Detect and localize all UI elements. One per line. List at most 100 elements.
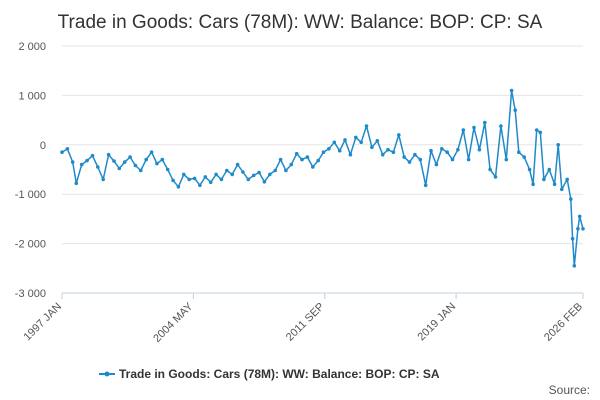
data-point[interactable] [70,160,75,164]
data-point[interactable] [348,152,353,157]
data-point[interactable] [278,157,283,162]
data-point[interactable] [96,165,100,169]
data-point[interactable] [370,145,374,150]
data-point[interactable] [182,172,186,177]
data-point[interactable] [117,166,122,171]
data-point[interactable] [133,163,138,168]
data-point[interactable] [440,147,444,151]
data-point[interactable] [570,236,575,241]
data-point[interactable] [542,177,546,182]
data-point[interactable] [354,135,358,140]
data-point[interactable] [289,162,294,167]
data-point[interactable] [284,168,288,173]
data-point[interactable] [90,153,95,158]
data-point[interactable] [101,177,105,182]
data-point[interactable] [483,120,487,125]
data-point[interactable] [300,157,304,162]
data-point[interactable] [499,124,503,128]
data-point[interactable] [65,147,70,151]
data-point[interactable] [450,157,455,162]
data-point[interactable] [192,176,197,181]
legend[interactable]: Trade in Goods: Cars (78M): WW: Balance:… [99,367,440,381]
data-point[interactable] [165,167,170,172]
data-point[interactable] [488,167,492,172]
data-point[interactable] [576,227,580,231]
data-point[interactable] [203,175,208,179]
data-point[interactable] [509,88,514,93]
data-point[interactable] [327,147,331,151]
data-point[interactable] [556,143,560,147]
data-point[interactable] [581,227,585,231]
data-point[interactable] [380,152,385,157]
data-point[interactable] [160,157,165,162]
data-point[interactable] [155,161,159,166]
data-point[interactable] [477,147,482,152]
data-point[interactable] [187,177,191,182]
data-point[interactable] [359,140,364,145]
data-point[interactable] [423,183,428,188]
data-point[interactable] [337,148,342,153]
data-point[interactable] [504,157,509,162]
data-point[interactable] [171,178,175,183]
data-point[interactable] [316,158,321,163]
data-point[interactable] [219,177,224,182]
data-point[interactable] [569,197,573,201]
data-point[interactable] [230,172,234,177]
data-point[interactable] [534,128,539,132]
data-point[interactable] [225,168,229,173]
source-label[interactable]: Source: [549,383,590,397]
data-point[interactable] [262,180,267,184]
data-point[interactable] [565,177,569,182]
data-point[interactable] [429,148,433,153]
data-point[interactable] [273,168,278,173]
data-point[interactable] [246,177,251,182]
data-point[interactable] [364,124,369,128]
data-point[interactable] [122,160,127,164]
data-point[interactable] [577,214,582,219]
data-point[interactable] [343,138,347,142]
series-line[interactable] [61,89,584,267]
data-point[interactable] [517,150,521,154]
data-point[interactable] [257,170,261,175]
data-point[interactable] [547,167,552,172]
data-point[interactable] [198,183,202,188]
data-point[interactable] [112,159,116,163]
data-point[interactable] [208,180,213,185]
data-point[interactable] [402,155,407,159]
data-point[interactable] [128,155,132,159]
data-point[interactable] [139,168,143,173]
data-point[interactable] [149,150,154,154]
data-point[interactable] [397,133,401,137]
data-point[interactable] [375,139,380,143]
data-point[interactable] [251,173,256,178]
data-point[interactable] [472,125,476,130]
data-point[interactable] [235,162,240,167]
data-point[interactable] [74,181,79,186]
data-point[interactable] [466,157,471,162]
data-point[interactable] [106,152,111,157]
data-point[interactable] [531,182,535,187]
data-point[interactable] [456,147,460,152]
data-point[interactable] [321,150,326,154]
data-point[interactable] [144,157,148,162]
data-point[interactable] [79,162,84,167]
data-point[interactable] [332,140,337,145]
data-point[interactable] [434,162,439,167]
data-point[interactable] [214,172,218,177]
data-point[interactable] [572,264,577,268]
data-point[interactable] [60,150,64,154]
data-point[interactable] [445,150,450,154]
data-point[interactable] [268,172,272,177]
data-point[interactable] [294,151,299,156]
data-point[interactable] [513,108,517,112]
data-point[interactable] [305,155,310,159]
data-point[interactable] [407,160,412,164]
data-point[interactable] [176,185,181,189]
data-point[interactable] [391,150,396,154]
data-point[interactable] [461,128,466,132]
data-point[interactable] [552,182,557,187]
data-point[interactable] [522,155,526,159]
data-point[interactable] [241,170,245,174]
data-point[interactable] [538,130,543,135]
data-point[interactable] [418,157,423,162]
